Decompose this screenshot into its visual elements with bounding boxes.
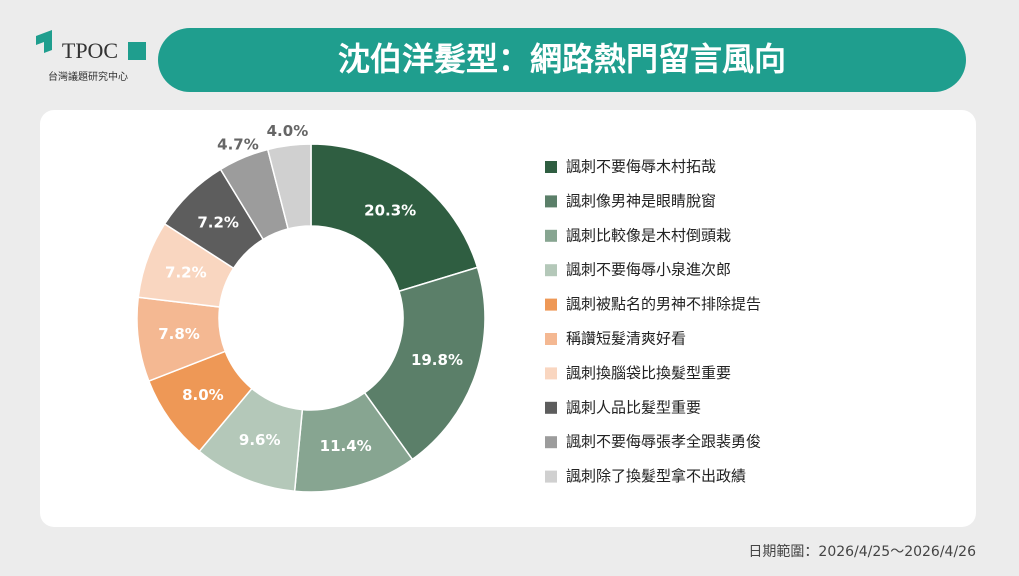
legend-label: 諷刺換腦袋比換髮型重要 <box>566 364 731 382</box>
legend-swatch <box>545 195 557 208</box>
logo-name: TPOC <box>62 38 118 63</box>
legend-label: 諷刺比較像是木村倒頭栽 <box>566 226 731 244</box>
legend-swatch <box>545 401 557 414</box>
legend-swatch <box>545 298 557 311</box>
logo-block <box>128 42 146 60</box>
legend-label: 諷刺除了換髮型拿不出政績 <box>566 467 746 485</box>
data-label: 11.4% <box>320 437 372 455</box>
logo-icon <box>36 30 52 53</box>
legend-swatch <box>545 470 557 483</box>
data-label: 7.8% <box>158 325 200 343</box>
legend-label: 諷刺不要侮辱木村拓哉 <box>566 158 716 176</box>
donut-slice <box>310 143 479 293</box>
data-label: 20.3% <box>364 202 416 220</box>
title-banner <box>158 28 966 92</box>
legend-swatch <box>545 264 557 277</box>
chart-title: 沈伯洋髮型：網路熱門留言風向 <box>338 40 786 78</box>
legend-swatch <box>545 436 557 449</box>
legend-label: 諷刺不要侮辱小泉進次郎 <box>566 261 731 279</box>
data-label: 9.6% <box>239 431 281 449</box>
legend-swatch <box>545 161 557 173</box>
donut-slice <box>266 143 312 230</box>
data-label: 4.0% <box>267 122 309 140</box>
legend-label: 諷刺人品比髮型重要 <box>566 398 701 416</box>
legend-label: 諷刺不要侮辱張孝全跟裴勇俊 <box>566 433 761 451</box>
data-label: 7.2% <box>165 263 207 281</box>
data-label: 8.0% <box>182 386 224 404</box>
data-label: 19.8% <box>411 351 463 369</box>
legend-swatch <box>545 333 557 345</box>
donut-slice <box>363 266 486 461</box>
legend-swatch <box>545 367 557 380</box>
logo: TPOC 台灣議題研究中心 <box>36 30 146 83</box>
legend-swatch <box>545 229 557 242</box>
logo-subtitle: 台灣議題研究中心 <box>48 70 128 83</box>
footnote: 日期範圍：2026/4/25～2026/4/26 <box>748 543 976 560</box>
legend-label: 諷刺像男神是眼睛脫窗 <box>566 192 716 210</box>
legend-label: 稱讚短髮清爽好看 <box>566 330 686 348</box>
data-label: 7.2% <box>197 213 239 231</box>
legend-label: 諷刺被點名的男神不排除提告 <box>566 295 761 313</box>
data-label: 4.7% <box>217 135 259 153</box>
